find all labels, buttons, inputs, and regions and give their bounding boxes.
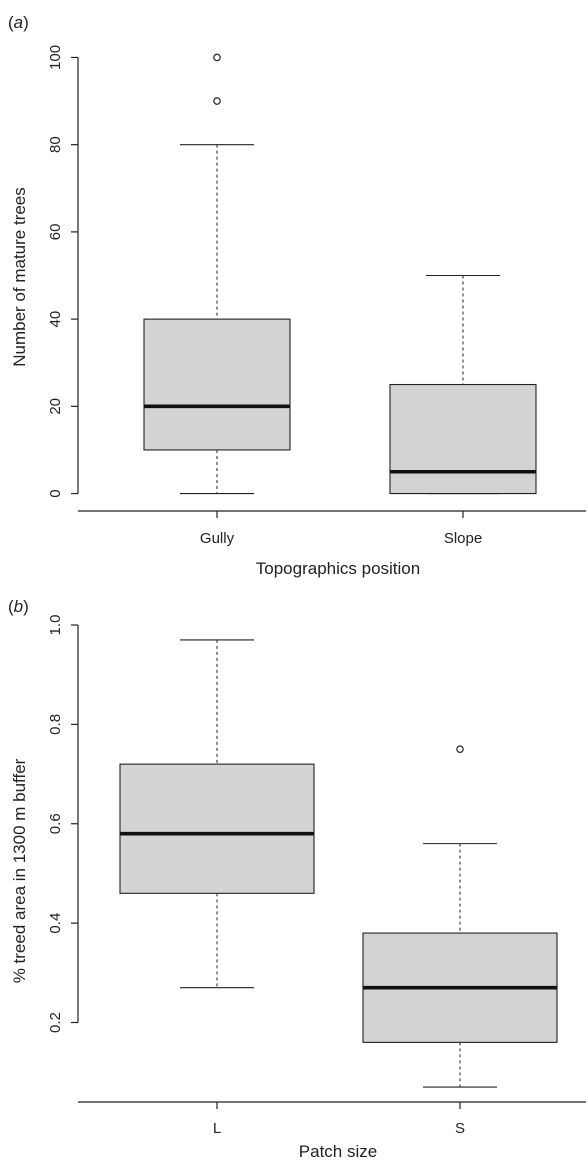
y-tick-label: 1.0 [47,615,64,636]
panel-label-b-letter: b [14,597,23,616]
outlier-point [456,745,464,754]
x-tick-label: L [213,1120,221,1137]
panel-label-b: (b) [8,597,29,616]
x-axis-title-a: Topographics position [256,559,420,578]
panel-label-a-letter: a [14,13,23,32]
x-axis-title-b: Patch size [299,1142,377,1161]
y-tick-label: 80 [47,136,64,153]
outlier-point [213,53,221,62]
x-tick-label: Slope [444,530,482,547]
x-tick-label: S [455,1120,465,1137]
plot-area-b: 0.2 0.4 0.6 0.8 1.0 L S [47,615,586,1137]
y-axis-title-a: Number of mature trees [10,187,29,367]
y-tick-label: 0.6 [47,813,64,834]
box-L [119,763,315,894]
outlier-point [213,97,221,105]
y-tick-label: 20 [47,398,64,415]
y-tick-label: 0.8 [47,714,64,735]
box-Slope [389,383,537,495]
y-tick-label: 0 [47,489,64,497]
box-Gully [143,318,291,451]
y-axis-title-b: % treed area in 1300 m buffer [10,758,29,983]
x-tick-label: Gully [200,530,235,547]
panel-a: (a) Number of mature trees Topographics … [8,13,586,578]
y-tick-label: 60 [47,224,64,241]
plot-area-a: 0 20 40 60 80 100 Gully Slope [47,45,586,547]
y-tick-label: 100 [47,45,64,70]
panel-label-a: (a) [8,13,29,32]
y-tick-label: 40 [47,311,64,328]
panel-b: (b) % treed area in 1300 m buffer Patch … [8,597,586,1161]
y-tick-label: 0.4 [47,913,64,934]
y-tick-label: 0.2 [47,1012,64,1033]
